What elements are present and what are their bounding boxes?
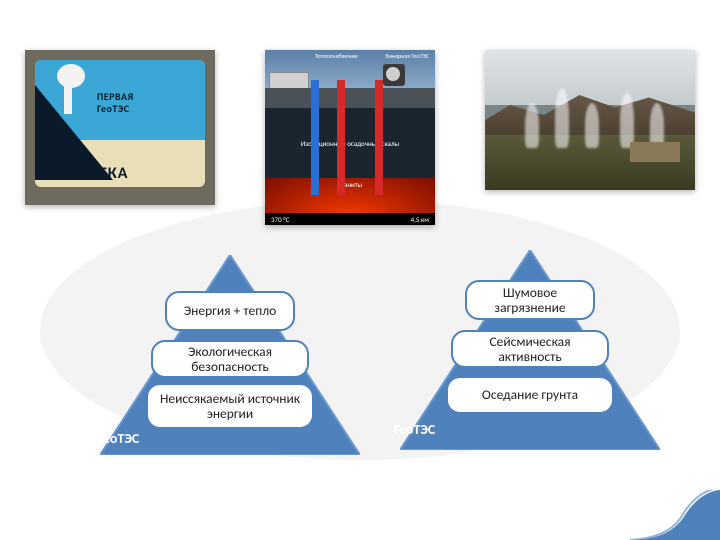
diagram-top1: Теплоснабжение xyxy=(315,52,358,60)
diagram-temp: 370 °С xyxy=(271,215,289,224)
pyramid-disadvantages: ГеоТЭС Шумовое загрязнение Сейсмическая … xyxy=(400,250,660,470)
advantage-pill-1: Энергия + тепло xyxy=(165,291,295,331)
pyramid-left-title: Преимущества xyxy=(100,455,360,479)
diagram-top2: Бинарная ГеоТЭС xyxy=(385,52,429,60)
images-row: ПЕРВАЯ ГеоТЭС ПАУЖЕТКА Теплоснабжение Би… xyxy=(0,50,720,225)
badge-line2: ГеоТЭС xyxy=(97,102,130,115)
disadvantage-pill-1: Шумовое загрязнение xyxy=(465,280,595,320)
pyramid-right-title: Недостатки xyxy=(400,450,660,474)
disadvantage-pill-2: Сейсмическая активность xyxy=(451,330,609,368)
advantage-pill-3: Неиссякаемый источник энергии xyxy=(146,383,314,429)
pyramid-right-badge: ГеоТЭС xyxy=(394,421,435,438)
disadvantage-pill-3: Оседание грунта xyxy=(446,376,614,414)
diagram-depth: 4,5 км xyxy=(411,215,429,224)
image-diagram: Теплоснабжение Бинарная ГеоТЭС Изоляцион… xyxy=(265,50,435,225)
pyramid-left-badge: ГеоТЭС xyxy=(98,430,139,447)
diagram-mid-layer: Изоляционные осадочные скалы xyxy=(265,108,435,178)
image-badge: ПЕРВАЯ ГеоТЭС ПАУЖЕТКА xyxy=(25,50,215,205)
image-photo xyxy=(485,50,695,190)
advantage-pill-2: Экологическая безопасность xyxy=(151,340,309,378)
footer-corner-decor xyxy=(630,490,720,540)
diagram-bottom-layer: Граниты xyxy=(265,178,435,213)
badge-bottom: ПАУЖЕТКА xyxy=(45,164,128,183)
pyramid-advantages: ГеоТЭС Энергия + тепло Экологическая без… xyxy=(100,255,360,475)
